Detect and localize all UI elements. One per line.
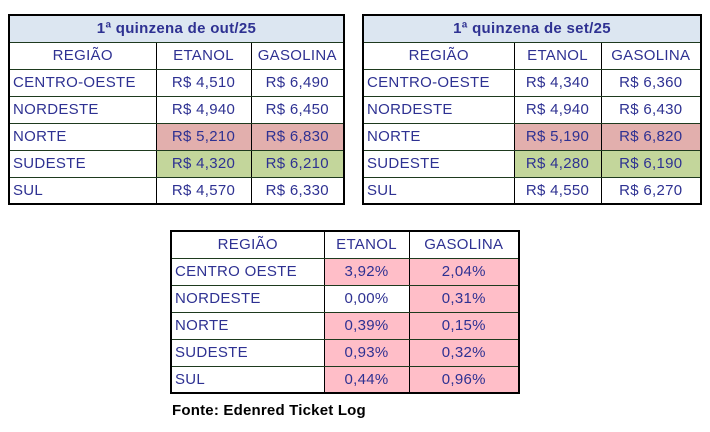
gasolina-variation-cell: 2,04% (408, 257, 520, 286)
region-cell: SUL (8, 176, 157, 205)
gasolina-cell: R$ 6,490 (250, 68, 345, 97)
gasolina-cell: R$ 6,830 (250, 122, 345, 151)
header-gasolina: GASOLINA (408, 230, 520, 259)
etanol-cell: R$ 4,280 (513, 149, 602, 178)
header-gasolina: GASOLINA (250, 41, 345, 70)
gasolina-cell: R$ 6,430 (600, 95, 702, 124)
etanol-variation-cell: 3,92% (323, 257, 410, 286)
source-note: Fonte: Edenred Ticket Log (172, 402, 366, 419)
etanol-variation-cell: 0,00% (323, 284, 410, 313)
etanol-cell: R$ 4,570 (155, 176, 252, 205)
etanol-cell: R$ 4,940 (513, 95, 602, 124)
etanol-cell: R$ 4,940 (155, 95, 252, 124)
gasolina-variation-cell: 0,31% (408, 284, 520, 313)
table-row: SUL R$ 4,570 R$ 6,330 (8, 176, 345, 205)
region-cell: SUDESTE (8, 149, 157, 178)
table-row: NORTE R$ 5,190 R$ 6,820 (362, 122, 702, 151)
region-cell: SUDESTE (170, 338, 325, 367)
etanol-variation-cell: 0,39% (323, 311, 410, 340)
table-row: NORDESTE R$ 4,940 R$ 6,450 (8, 95, 345, 124)
table-row: SUDESTE R$ 4,280 R$ 6,190 (362, 149, 702, 178)
header-etanol: ETANOL (155, 41, 252, 70)
region-cell: NORTE (362, 122, 515, 151)
header-regiao: REGIÃO (170, 230, 325, 259)
region-cell: NORDESTE (8, 95, 157, 124)
region-cell: SUDESTE (362, 149, 515, 178)
table-row: SUL 0,44% 0,96% (170, 365, 520, 394)
table-header-row: REGIÃO ETANOL GASOLINA (8, 41, 345, 70)
gasolina-cell: R$ 6,330 (250, 176, 345, 205)
region-cell: CENTRO-OESTE (362, 68, 515, 97)
gasolina-variation-cell: 0,15% (408, 311, 520, 340)
etanol-cell: R$ 4,320 (155, 149, 252, 178)
table-september: 1ª quinzena de set/25 REGIÃO ETANOL GASO… (362, 14, 702, 205)
table-header-row: REGIÃO ETANOL GASOLINA (170, 230, 520, 259)
header-gasolina: GASOLINA (600, 41, 702, 70)
table-row: CENTRO-OESTE R$ 4,340 R$ 6,360 (362, 68, 702, 97)
region-cell: NORTE (170, 311, 325, 340)
region-cell: NORDESTE (362, 95, 515, 124)
table-october-title: 1ª quinzena de out/25 (8, 14, 345, 43)
table-row: SUDESTE R$ 4,320 R$ 6,210 (8, 149, 345, 178)
region-cell: NORDESTE (170, 284, 325, 313)
gasolina-cell: R$ 6,450 (250, 95, 345, 124)
table-title-row: 1ª quinzena de set/25 (362, 14, 702, 43)
etanol-cell: R$ 5,210 (155, 122, 252, 151)
gasolina-cell: R$ 6,360 (600, 68, 702, 97)
header-regiao: REGIÃO (8, 41, 157, 70)
gasolina-cell: R$ 6,820 (600, 122, 702, 151)
region-cell: NORTE (8, 122, 157, 151)
table-row: SUDESTE 0,93% 0,32% (170, 338, 520, 367)
table-row: NORDESTE 0,00% 0,31% (170, 284, 520, 313)
etanol-cell: R$ 4,550 (513, 176, 602, 205)
etanol-cell: R$ 4,340 (513, 68, 602, 97)
table-variation: REGIÃO ETANOL GASOLINA CENTRO OESTE 3,92… (170, 230, 520, 394)
gasolina-cell: R$ 6,210 (250, 149, 345, 178)
gasolina-variation-cell: 0,32% (408, 338, 520, 367)
etanol-variation-cell: 0,93% (323, 338, 410, 367)
table-row: NORTE 0,39% 0,15% (170, 311, 520, 340)
table-row: NORTE R$ 5,210 R$ 6,830 (8, 122, 345, 151)
table-september-title: 1ª quinzena de set/25 (362, 14, 702, 43)
table-october: 1ª quinzena de out/25 REGIÃO ETANOL GASO… (8, 14, 345, 205)
gasolina-variation-cell: 0,96% (408, 365, 520, 394)
region-cell: SUL (362, 176, 515, 205)
region-cell: CENTRO-OESTE (8, 68, 157, 97)
etanol-cell: R$ 4,510 (155, 68, 252, 97)
region-cell: CENTRO OESTE (170, 257, 325, 286)
gasolina-cell: R$ 6,190 (600, 149, 702, 178)
header-etanol: ETANOL (323, 230, 410, 259)
table-row: NORDESTE R$ 4,940 R$ 6,430 (362, 95, 702, 124)
table-row: SUL R$ 4,550 R$ 6,270 (362, 176, 702, 205)
table-title-row: 1ª quinzena de out/25 (8, 14, 345, 43)
table-row: CENTRO-OESTE R$ 4,510 R$ 6,490 (8, 68, 345, 97)
region-cell: SUL (170, 365, 325, 394)
etanol-variation-cell: 0,44% (323, 365, 410, 394)
header-etanol: ETANOL (513, 41, 602, 70)
header-regiao: REGIÃO (362, 41, 515, 70)
table-header-row: REGIÃO ETANOL GASOLINA (362, 41, 702, 70)
table-row: CENTRO OESTE 3,92% 2,04% (170, 257, 520, 286)
gasolina-cell: R$ 6,270 (600, 176, 702, 205)
etanol-cell: R$ 5,190 (513, 122, 602, 151)
